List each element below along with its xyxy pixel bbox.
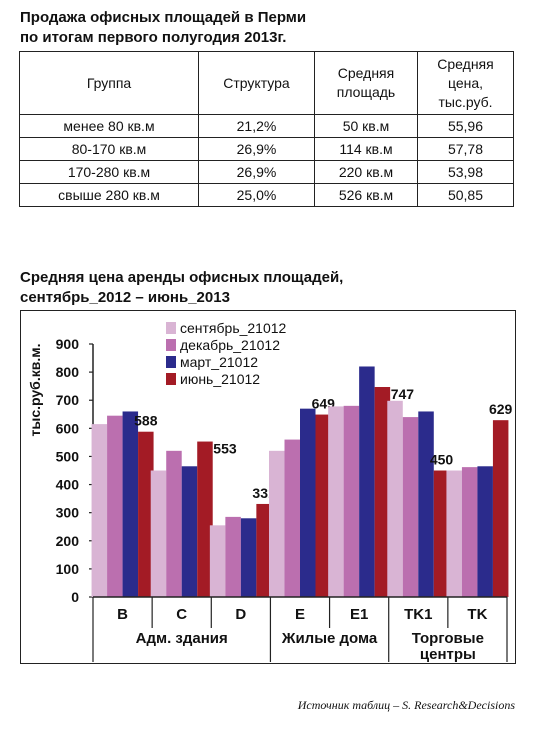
table-cell: 25,0% — [198, 183, 315, 207]
table-title-line-1: Продажа офисных площадей в Перми — [20, 9, 307, 26]
legend-label: март_21012 — [180, 354, 258, 370]
y-tick-label: 900 — [56, 336, 80, 352]
table-header-row: Группа Структура Средняя площадь Средняя… — [19, 51, 514, 115]
x-tick-label: C — [176, 606, 187, 623]
bar-TK1-1 — [387, 400, 403, 597]
table-cell: менее 80 кв.м — [19, 114, 199, 138]
bar-TK-4 — [492, 420, 509, 597]
x-tick-label: B — [117, 606, 128, 623]
x-tick-label: E — [295, 606, 305, 623]
data-label: 747 — [391, 386, 415, 402]
sales-table: Группа Структура Средняя площадь Средняя… — [19, 51, 514, 207]
x-tick-label: D — [235, 606, 246, 623]
bar-TK-2 — [461, 467, 478, 597]
chart-title-line-1: Средняя цена аренды офисных площадей, — [20, 269, 344, 286]
chart-title-line-2: сентябрь_2012 – июнь_2013 — [20, 289, 230, 306]
table-cell: 26,9% — [198, 160, 315, 184]
bar-D-2 — [225, 516, 241, 597]
bar-D-1 — [209, 525, 226, 597]
bar-E1-2 — [343, 405, 360, 597]
bar-D-3 — [240, 518, 257, 597]
legend-swatch — [166, 356, 176, 368]
bar-C-2 — [166, 450, 182, 597]
legend-label: декабрь_21012 — [180, 337, 280, 353]
group-label: Торговые — [412, 630, 484, 647]
bar-E1-4 — [374, 387, 391, 597]
bar-B-2 — [107, 415, 123, 597]
bar-C-1 — [150, 470, 167, 597]
table-cell: 114 кв.м — [314, 137, 418, 161]
bar-C-3 — [181, 466, 198, 597]
table-cell: 57,78 — [417, 137, 514, 161]
table-cell: 220 кв.м — [314, 160, 418, 184]
legend-swatch — [166, 373, 176, 385]
x-tick-label: TK1 — [404, 606, 432, 623]
bar-E1-3 — [359, 366, 375, 597]
data-label: 588 — [134, 413, 158, 429]
bar-TK-1 — [446, 470, 462, 597]
table-row: 170-280 кв.м 26,9% 220 кв.м 53,98 — [19, 160, 514, 184]
bar-B-4 — [138, 431, 154, 597]
chart-frame — [20, 310, 516, 664]
header-avg-price: Средняя цена, тыс.руб. — [417, 51, 514, 115]
table-row: менее 80 кв.м 21,2% 50 кв.м 55,96 — [19, 114, 514, 138]
table-cell: свыше 280 кв.м — [19, 183, 199, 207]
bar-E1-1 — [328, 406, 344, 597]
group-label: центры — [420, 646, 476, 663]
y-tick-label: 500 — [56, 448, 80, 464]
y-tick-label: 300 — [56, 505, 80, 521]
y-tick-label: 800 — [56, 364, 80, 380]
group-label: Адм. здания — [136, 630, 228, 647]
group-label: Жилые дома — [281, 630, 378, 647]
table-cell: 50,85 — [417, 183, 514, 207]
bar-E-3 — [300, 408, 316, 597]
bar-TK1-3 — [418, 411, 434, 597]
bar-C-4 — [197, 441, 213, 597]
y-tick-label: 700 — [56, 392, 80, 408]
bar-TK1-2 — [402, 417, 419, 597]
table-cell: 170-280 кв.м — [19, 160, 199, 184]
legend-swatch — [166, 339, 176, 351]
table-title-line-2: по итогам первого полугодия 2013г. — [20, 29, 287, 46]
bar-TK-3 — [477, 466, 493, 597]
y-tick-label: 200 — [56, 533, 80, 549]
x-tick-label: TK — [467, 606, 487, 623]
bar-B-3 — [122, 411, 139, 597]
source-note: Источник таблиц – S. Research&Decisions — [297, 698, 515, 712]
x-tick-label: E1 — [350, 606, 368, 623]
header-group: Группа — [19, 51, 199, 115]
table-row: свыше 280 кв.м 25,0% 526 кв.м 50,85 — [19, 183, 514, 207]
legend-label: сентябрь_21012 — [180, 320, 287, 336]
bar-TK1-4 — [433, 470, 450, 597]
table-cell: 55,96 — [417, 114, 514, 138]
header-avg-area: Средняя площадь — [314, 51, 418, 115]
table-cell: 80-170 кв.м — [19, 137, 199, 161]
y-tick-label: 600 — [56, 420, 80, 436]
table-cell: 526 кв.м — [314, 183, 418, 207]
legend-label: июнь_21012 — [180, 371, 260, 387]
y-tick-label: 100 — [56, 561, 80, 577]
legend-swatch — [166, 322, 176, 334]
bar-E-1 — [269, 450, 285, 597]
y-tick-label: 0 — [71, 589, 79, 605]
bar-D-4 — [256, 503, 272, 597]
bar-B-1 — [91, 424, 108, 597]
y-axis-label: тыс.руб.кв.м. — [27, 344, 43, 437]
data-label: 450 — [430, 452, 454, 468]
data-label: 629 — [489, 401, 513, 417]
bar-E-2 — [284, 439, 300, 597]
table-row: 80-170 кв.м 26,9% 114 кв.м 57,78 — [19, 137, 514, 161]
bar-E-4 — [315, 414, 331, 597]
y-tick-label: 400 — [56, 477, 80, 493]
data-label: 553 — [213, 441, 237, 457]
